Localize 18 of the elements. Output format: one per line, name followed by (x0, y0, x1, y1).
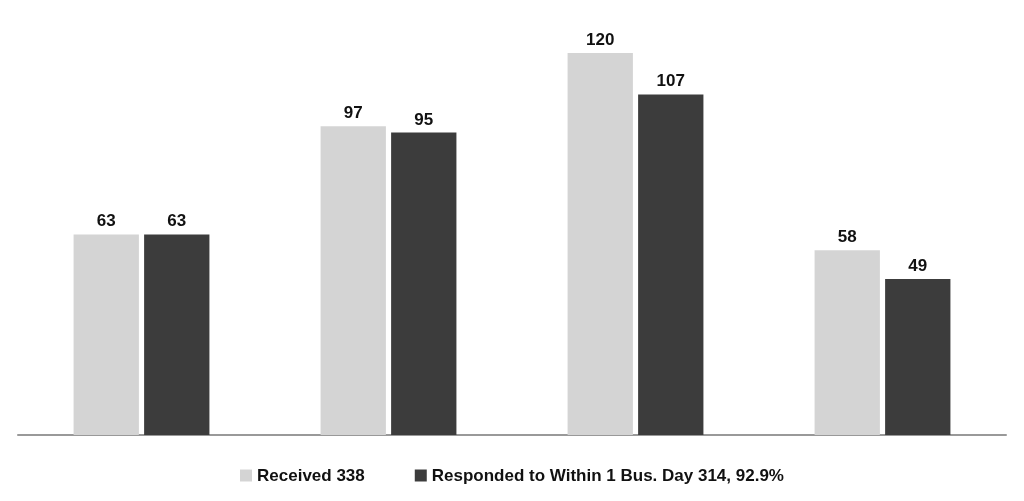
bar (391, 132, 457, 435)
bar (144, 234, 210, 435)
data-label: 120 (586, 30, 615, 49)
legend-label: Responded to Within 1 Bus. Day 314, 92.9% (431, 466, 784, 485)
data-label: 58 (837, 227, 857, 247)
data-label: 97 (343, 103, 363, 123)
bar (567, 53, 633, 435)
bar (638, 94, 704, 435)
bar (320, 126, 386, 435)
data-label: 107 (656, 71, 685, 91)
data-label: 95 (414, 109, 434, 129)
data-label: 49 (908, 256, 928, 276)
bar (885, 279, 951, 435)
legend-label: Received 338 (257, 466, 365, 485)
data-label: 63 (167, 211, 187, 231)
bar (814, 250, 880, 435)
bar (73, 234, 139, 435)
data-label: 63 (96, 211, 116, 231)
